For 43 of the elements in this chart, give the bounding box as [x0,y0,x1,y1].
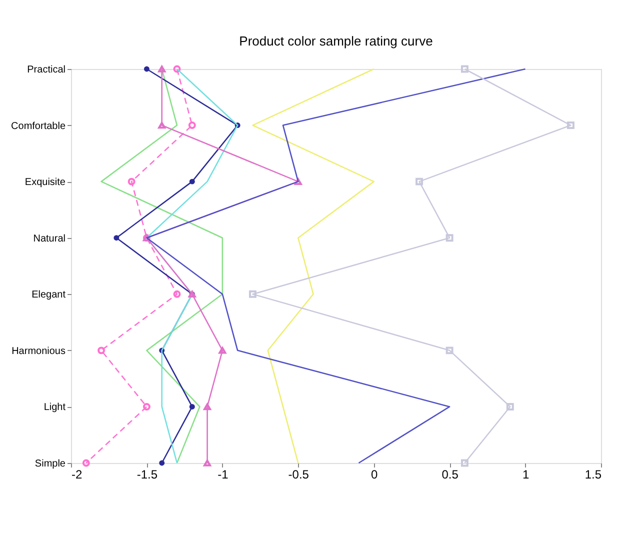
point [189,178,195,184]
y-tick-label: Natural [33,233,66,244]
y-tick-label: Elegant [32,290,66,301]
point [460,459,468,467]
x-tick-label: -1.5 [136,468,158,482]
point [159,460,165,466]
point [114,235,120,241]
point [446,346,454,354]
point [144,66,150,72]
x-tick-label: -2 [72,468,82,482]
point [446,234,454,242]
point [98,346,106,354]
chart-title: Product color sample rating curve [239,33,433,48]
point [188,122,196,130]
x-tick-label: 0.5 [442,468,459,482]
point [416,178,424,186]
point [128,178,136,186]
point [566,122,574,130]
y-tick-label: Simple [34,458,66,470]
point [218,347,226,354]
point [173,65,181,73]
point [506,402,514,410]
point [189,404,195,410]
y-tick-label: Comfortable [11,120,66,132]
x-tick-label: 1 [522,468,530,482]
point [294,178,302,185]
y-tick-label: Harmonious [12,346,66,357]
x-tick-label: 0 [371,468,378,482]
point [158,122,166,129]
x-tick-label: -0.5 [288,468,310,482]
point [142,402,150,410]
point [460,65,468,73]
y-tick-label: Exquisite [24,177,66,188]
x-tick-label: -1 [218,468,229,482]
point [158,66,166,72]
y-tick-label: Practical [27,64,66,76]
y-tick-label: Light [44,402,66,414]
point [204,460,212,466]
point [173,290,181,298]
point [82,459,90,467]
point [248,290,256,298]
x-tick-label: 1.5 [584,468,602,482]
point [204,403,212,410]
